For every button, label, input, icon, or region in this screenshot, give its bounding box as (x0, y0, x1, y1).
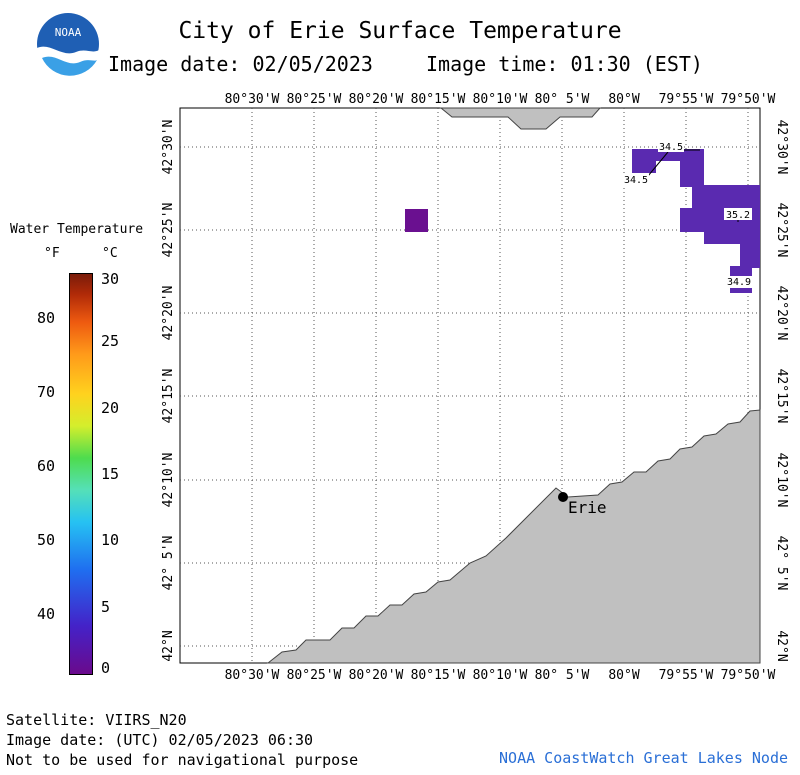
longitude-label: 80°15'W (411, 92, 466, 107)
south-shore-land (266, 409, 761, 664)
celsius-tick: 20 (101, 399, 120, 417)
latitude-label: 42°15'N (774, 369, 789, 424)
fahrenheit-tick: 50 (37, 531, 56, 549)
longitude-label: 80°20'W (349, 92, 404, 107)
latitude-label: 42°30'N (161, 120, 176, 175)
fahrenheit-tick: 60 (37, 457, 56, 475)
longitude-label: 79°50'W (721, 668, 776, 683)
longitude-label: 80°10'W (473, 668, 528, 683)
temp-label: 35.2 (726, 210, 750, 221)
longitude-label: 80°30'W (225, 668, 280, 683)
satellite-info: Satellite: VIIRS_N20 (6, 711, 187, 729)
fahrenheit-tick: 40 (37, 605, 56, 623)
latitude-label: 42° 5'N (774, 536, 789, 591)
latitude-label: 42°20'N (774, 286, 789, 341)
latitude-label: 42°25'N (774, 203, 789, 258)
longitude-label: 79°55'W (659, 668, 714, 683)
page-title: City of Erie Surface Temperature (178, 18, 622, 44)
disclaimer: Not to be used for navigational purpose (6, 751, 359, 769)
unit-celsius: °C (102, 246, 118, 261)
longitude-label: 80°10'W (473, 92, 528, 107)
latitude-label: 42° 5'N (161, 536, 176, 591)
celsius-tick: 15 (101, 465, 120, 483)
latitude-label: 42°10'N (161, 453, 176, 508)
legend-title: Water Temperature (10, 222, 144, 237)
celsius-tick: 0 (101, 659, 111, 677)
latitude-labels-left: 42°30'N 42°25'N 42°20'N 42°15'N 42°10'N 42° 5… (161, 120, 176, 662)
temp-label: 34.5 (624, 175, 648, 186)
longitude-label: 80°25'W (287, 92, 342, 107)
image-date: Image date: 02/05/2023 (108, 52, 373, 76)
latitude-label: 42°N (161, 630, 176, 661)
longitude-label: 80°15'W (411, 668, 466, 683)
latitude-labels-right: 42°30'N 42°25'N 42°20'N 42°15'N 42°10'N 42° 5… (774, 120, 789, 662)
celsius-tick: 5 (101, 598, 111, 616)
latitude-label: 42°30'N (774, 120, 789, 175)
north-shore-land (439, 107, 602, 130)
latitude-label: 42°N (774, 630, 789, 661)
longitude-label: 80° 5'W (535, 92, 590, 107)
celsius-tick: 10 (101, 531, 120, 549)
latitude-label: 42°20'N (161, 286, 176, 341)
latitude-label: 42°25'N (161, 203, 176, 258)
fahrenheit-tick: 80 (37, 309, 56, 327)
erie-marker (558, 492, 568, 502)
temp-label: 34.9 (727, 277, 751, 288)
temp-label: 34.5 (659, 142, 683, 153)
longitude-label: 80° 5'W (535, 668, 590, 683)
longitude-label: 80°W (608, 92, 639, 107)
latitude-label: 42°10'N (774, 453, 789, 508)
latitude-label: 42°15'N (161, 369, 176, 424)
longitude-label: 80°30'W (225, 92, 280, 107)
longitude-labels-top: 80°30'W 80°25'W 80°20'W 80°15'W 80°10'W 80° 5… (225, 92, 776, 107)
temperature-pixels (405, 149, 760, 293)
credit: NOAA CoastWatch Great Lakes Node (499, 749, 788, 767)
color-scale-bar (69, 273, 93, 675)
city-label: Erie (568, 498, 607, 517)
celsius-tick: 30 (101, 270, 120, 288)
fahrenheit-tick: 70 (37, 383, 56, 401)
celsius-tick: 25 (101, 332, 120, 350)
logo-text: NOAA (55, 26, 82, 39)
longitude-label: 80°W (608, 668, 639, 683)
unit-fahrenheit: °F (44, 246, 60, 261)
longitude-label: 79°50'W (721, 92, 776, 107)
image-time: Image time: 01:30 (EST) (426, 52, 703, 76)
temperature-labels: 34.5 34.5 35.2 34.9 (623, 141, 752, 288)
longitude-label: 80°20'W (349, 668, 404, 683)
longitude-labels-bottom: 80°30'W 80°25'W 80°20'W 80°15'W 80°10'W 80° 5… (225, 668, 776, 683)
utc-date: Image date: (UTC) 02/05/2023 06:30 (6, 731, 314, 749)
longitude-label: 79°55'W (659, 92, 714, 107)
longitude-label: 80°25'W (287, 668, 342, 683)
noaa-logo-icon: NOAA (36, 12, 100, 83)
